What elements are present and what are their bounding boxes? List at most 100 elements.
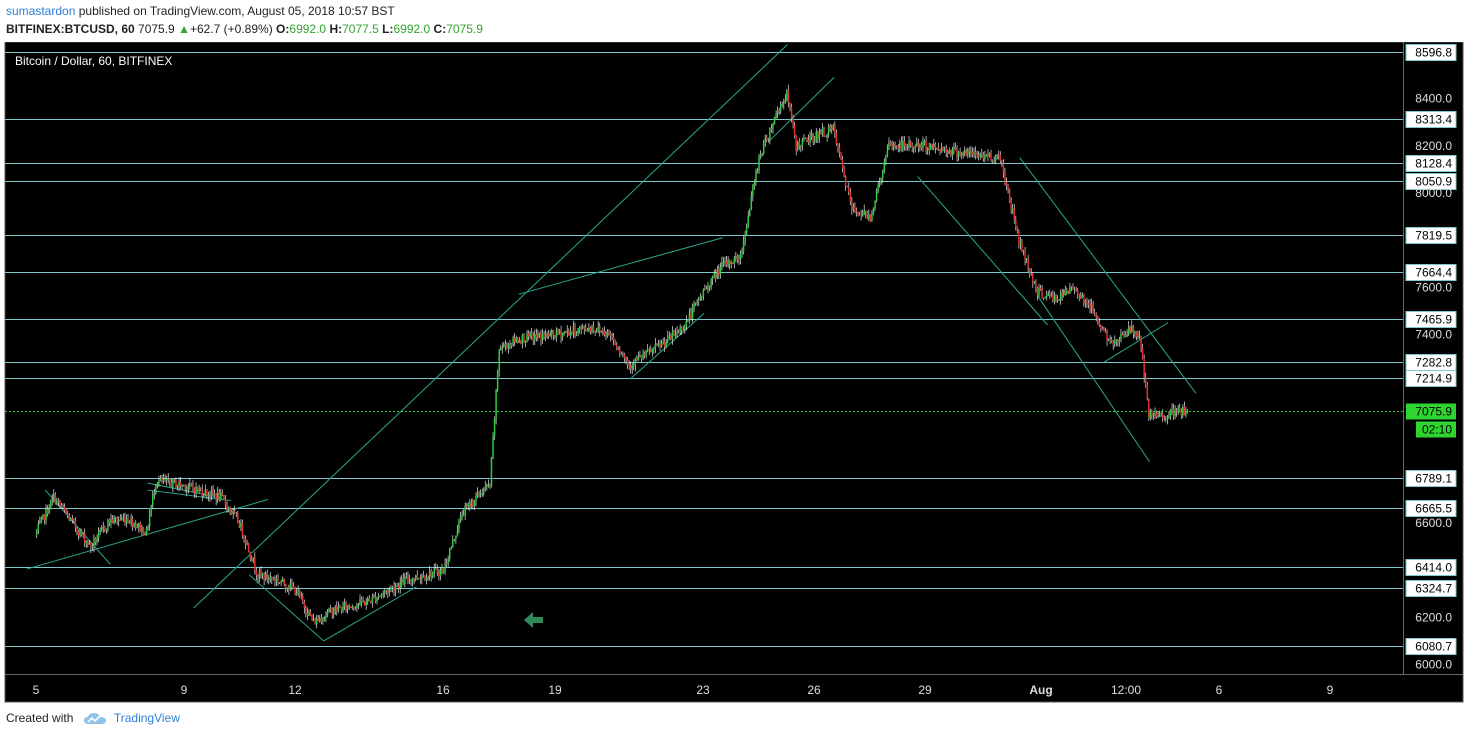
candle-body: [790, 107, 793, 119]
candle-body: [684, 326, 686, 331]
candle-body: [745, 227, 748, 236]
candle-body: [835, 132, 838, 145]
candle-body: [179, 481, 182, 487]
candle-body: [795, 136, 797, 150]
candle-body: [735, 256, 737, 259]
candle-body: [815, 132, 818, 141]
candle-body: [390, 587, 392, 590]
candle-body: [1126, 334, 1128, 337]
candle-body: [558, 330, 561, 334]
current-price-label: 7075.9: [1415, 405, 1452, 419]
candle-body: [124, 517, 126, 523]
candle-body: [586, 330, 589, 332]
candle-body: [595, 330, 598, 332]
candle-body: [461, 514, 463, 516]
candle-body: [1095, 314, 1097, 318]
candle-body: [196, 486, 199, 491]
candle-body: [1174, 410, 1176, 417]
candle-body: [475, 495, 477, 501]
candle-body: [133, 523, 135, 527]
candle-body: [838, 147, 841, 153]
author-link[interactable]: sumastardon: [6, 4, 76, 18]
candle-body: [195, 486, 197, 494]
candle-body: [1127, 326, 1130, 335]
symbol-info: BITFINEX:BTCUSD, 60 7075.9 ▲+62.7 (+0.89…: [6, 22, 483, 36]
candle-body: [1131, 326, 1133, 332]
candle-body: [1110, 339, 1113, 342]
candle-body: [107, 519, 109, 530]
candle-body: [1004, 172, 1006, 182]
candle-body: [775, 114, 777, 118]
candle-body: [982, 154, 985, 160]
candle-body: [891, 145, 893, 149]
candle-body: [682, 330, 685, 332]
candle-body: [60, 505, 63, 508]
candle-body: [566, 330, 569, 332]
candle-body: [285, 584, 287, 589]
candlestick-chart[interactable]: 8596.8 8313.4 8128.4 8050.9 7819.5 7664.4 7465…: [0, 42, 1467, 705]
candle-body: [203, 495, 205, 497]
candle-body: [1019, 241, 1022, 245]
candle-body: [834, 124, 836, 133]
candle-body: [923, 141, 926, 143]
candle-body: [496, 371, 499, 390]
candle-body: [66, 513, 69, 516]
candle-body: [268, 578, 270, 580]
candle-body: [278, 582, 281, 584]
candle-body: [971, 151, 974, 155]
candle-body: [866, 212, 869, 219]
candle-body: [376, 597, 378, 602]
candle-body: [458, 520, 460, 531]
candle-body: [575, 333, 578, 336]
trend-line: [26, 499, 269, 570]
candle-body: [1049, 293, 1051, 296]
candle-body: [421, 576, 423, 580]
candle-body: [142, 527, 145, 535]
candle-body: [71, 518, 74, 520]
footer: Created with TradingView: [6, 711, 180, 726]
candle-body: [1025, 258, 1028, 260]
candle-body: [650, 349, 652, 353]
candle-body: [998, 154, 1000, 156]
candle-body: [216, 492, 219, 500]
candle-body: [309, 611, 312, 616]
level-price-label: 7664.4: [1415, 266, 1452, 280]
trend-line: [193, 43, 789, 609]
trend-line: [768, 77, 835, 142]
low-label: L:: [382, 22, 394, 36]
candle-body: [1067, 291, 1070, 294]
candle-body: [679, 327, 681, 333]
candle-body: [1058, 299, 1060, 301]
candle-body: [554, 334, 556, 337]
candle-body: [1120, 334, 1122, 340]
tradingview-brand-link[interactable]: TradingView: [113, 711, 180, 725]
candle-body: [212, 489, 214, 494]
candle-body: [40, 517, 43, 522]
level-price-label: 6789.1: [1415, 472, 1452, 486]
candle-body: [295, 593, 298, 595]
candle-body: [524, 341, 527, 343]
candle-body: [928, 147, 930, 151]
candle-body: [639, 355, 641, 357]
candle-body: [711, 275, 714, 280]
candle-body: [1123, 334, 1125, 336]
candle-body: [288, 588, 290, 590]
candle-body: [436, 568, 439, 574]
price-tick-label: 8400.0: [1415, 92, 1452, 106]
candle-body: [1093, 313, 1096, 315]
candle-body: [585, 328, 587, 331]
candle-body: [365, 602, 367, 605]
candle-body: [606, 331, 609, 337]
candle-body: [1151, 412, 1153, 416]
candle-body: [602, 331, 604, 333]
candle-body: [843, 168, 845, 177]
candle-body: [503, 344, 505, 348]
candle-body: [387, 591, 389, 593]
candle-body: [903, 141, 906, 146]
candle-body: [722, 262, 725, 264]
price-tick-label: 6000.0: [1415, 658, 1452, 672]
candle-body: [1158, 415, 1161, 417]
level-price-label: 7819.5: [1415, 229, 1452, 243]
candle-body: [1038, 287, 1040, 296]
candle-body: [1132, 326, 1135, 334]
